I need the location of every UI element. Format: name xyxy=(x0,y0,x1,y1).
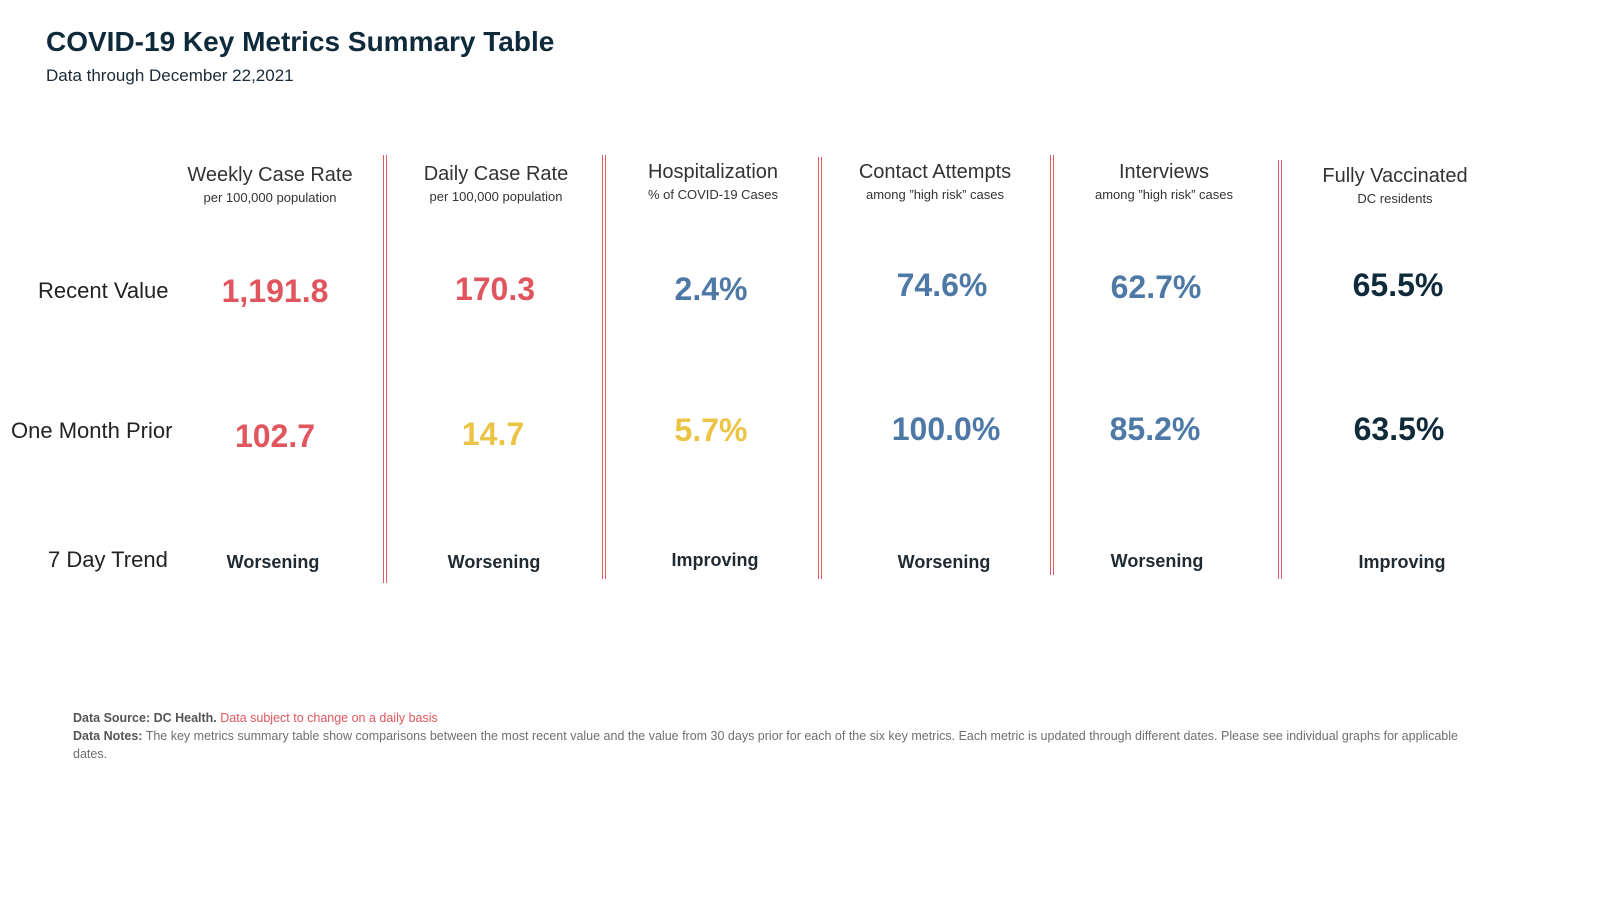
data-source-note: Data subject to change on a daily basis xyxy=(220,711,438,725)
column-subtitle: % of COVID-19 Cases xyxy=(647,187,779,202)
column-divider xyxy=(818,157,822,579)
row-label-recent: Recent Value xyxy=(38,278,169,303)
hospitalization-trend: Improving xyxy=(671,550,759,570)
data-source-label: Data Source: DC Health. xyxy=(73,711,217,725)
column-subtitle: among ”high risk” cases xyxy=(866,187,1004,202)
column-header-fully-vaccinated: Fully Vaccinated DC residents xyxy=(1280,165,1510,206)
column-header-hospitalization: Hospitalization % of COVID-19 Cases xyxy=(598,161,828,202)
column-header-daily-case-rate: Daily Case Rate per 100,000 population xyxy=(381,163,611,204)
hospitalization-prior-value: 5.7% xyxy=(674,412,748,448)
footer-notes: Data Source: DC Health. Data subject to … xyxy=(73,709,1493,763)
column-divider xyxy=(1050,155,1054,575)
fully-vaccinated-recent-value: 65.5% xyxy=(1352,267,1444,303)
daily-case-rate-prior-value: 14.7 xyxy=(461,416,525,452)
column-subtitle: per 100,000 population xyxy=(429,189,563,204)
fully-vaccinated-prior-value: 63.5% xyxy=(1353,411,1445,447)
data-notes-line: Data Notes: The key metrics summary tabl… xyxy=(73,727,1493,763)
column-header-weekly-case-rate: Weekly Case Rate per 100,000 population xyxy=(155,164,385,205)
interviews-prior-value: 85.2% xyxy=(1109,411,1201,447)
page-subtitle: Data through December 22,2021 xyxy=(46,66,294,85)
column-divider xyxy=(383,155,387,583)
hospitalization-recent-value: 2.4% xyxy=(674,271,748,307)
fully-vaccinated-trend: Improving xyxy=(1358,552,1446,572)
column-subtitle: among ”high risk” cases xyxy=(1095,187,1233,202)
row-label-prior: One Month Prior xyxy=(11,418,173,443)
column-header-interviews: Interviews among ”high risk” cases xyxy=(1049,161,1279,202)
column-title: Contact Attempts xyxy=(858,161,1012,183)
column-divider xyxy=(1278,160,1282,579)
column-subtitle: DC residents xyxy=(1357,191,1433,206)
interviews-recent-value: 62.7% xyxy=(1110,269,1202,305)
weekly-case-rate-trend: Worsening xyxy=(226,552,320,572)
column-title: Hospitalization xyxy=(647,161,779,183)
column-header-contact-attempts: Contact Attempts among ”high risk” cases xyxy=(820,161,1050,202)
data-notes-label: Data Notes: xyxy=(73,729,143,743)
column-title: Weekly Case Rate xyxy=(187,164,353,186)
daily-case-rate-trend: Worsening xyxy=(447,552,541,572)
interviews-trend: Worsening xyxy=(1110,551,1204,571)
contact-attempts-recent-value: 74.6% xyxy=(896,267,988,303)
column-title: Interviews xyxy=(1118,161,1210,183)
row-label-trend: 7 Day Trend xyxy=(48,547,168,572)
column-divider xyxy=(602,155,606,579)
column-title: Daily Case Rate xyxy=(423,163,569,185)
contact-attempts-prior-value: 100.0% xyxy=(891,411,1001,447)
data-notes-text: The key metrics summary table show compa… xyxy=(73,729,1458,761)
column-subtitle: per 100,000 population xyxy=(203,190,337,205)
weekly-case-rate-prior-value: 102.7 xyxy=(234,418,316,454)
daily-case-rate-recent-value: 170.3 xyxy=(454,271,536,307)
page-title: COVID-19 Key Metrics Summary Table xyxy=(46,26,555,57)
weekly-case-rate-recent-value: 1,191.8 xyxy=(221,273,329,309)
data-source-line: Data Source: DC Health. Data subject to … xyxy=(73,709,1493,727)
contact-attempts-trend: Worsening xyxy=(897,552,991,572)
column-title: Fully Vaccinated xyxy=(1322,165,1468,187)
